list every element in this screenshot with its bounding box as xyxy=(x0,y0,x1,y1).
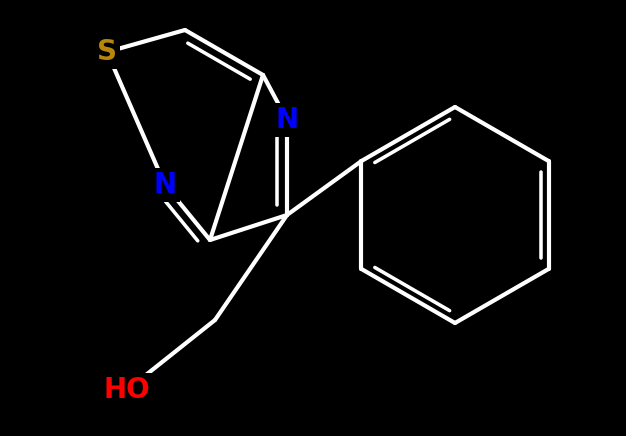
Text: N: N xyxy=(153,171,177,199)
Text: N: N xyxy=(275,106,299,134)
Text: S: S xyxy=(97,38,117,66)
Text: HO: HO xyxy=(104,376,150,404)
